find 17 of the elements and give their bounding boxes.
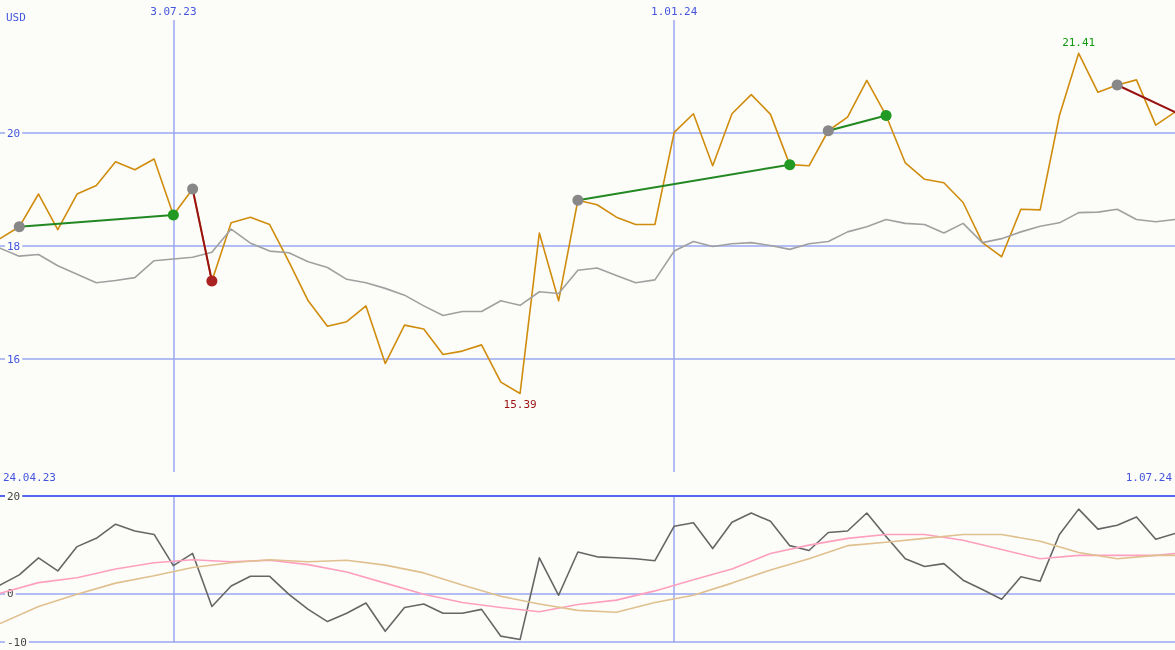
annotation: 24.04.23: [3, 471, 56, 484]
y-tick-label: 20: [7, 126, 21, 140]
line-series: [0, 208, 1175, 317]
y-axis-title: USD: [6, 11, 26, 24]
x-tick-label: 3.07.23: [150, 5, 197, 18]
y-tick-label: 20: [7, 489, 21, 503]
annotation: 1.07.24: [1125, 471, 1173, 484]
y-tick-label: -10: [7, 635, 27, 649]
annotation: 21.41: [1062, 36, 1096, 50]
x-tick-label: 1.01.24: [651, 5, 698, 18]
point: [1111, 79, 1123, 91]
y-tick-label: 0: [7, 586, 14, 600]
y-tick-label: 18: [7, 239, 21, 253]
line-series: [0, 52, 1175, 395]
point: [206, 275, 218, 287]
annotation: 15.39: [503, 398, 537, 412]
y-tick-label: 16: [7, 352, 21, 366]
